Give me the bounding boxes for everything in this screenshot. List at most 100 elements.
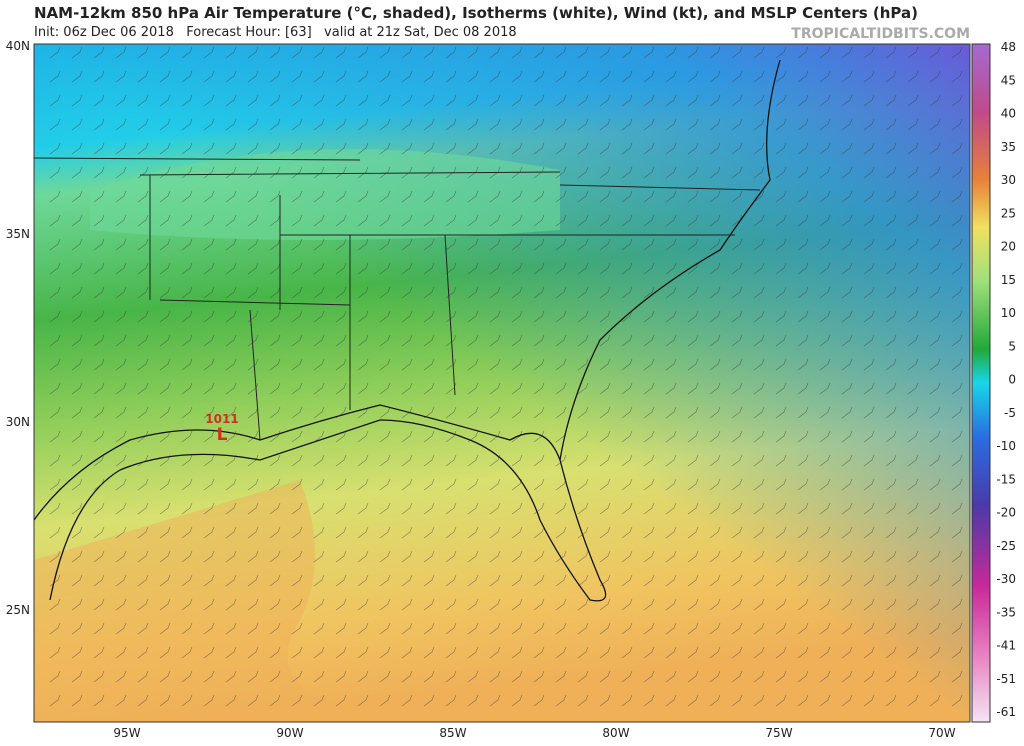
wind-barb	[775, 358, 787, 371]
wind-barb	[137, 406, 149, 419]
wind-barb	[753, 166, 765, 179]
wind-barb	[49, 670, 61, 683]
wind-barb	[577, 550, 589, 563]
wind-barb	[951, 550, 963, 563]
wind-barb	[71, 46, 83, 59]
wind-barb	[621, 142, 633, 155]
wind-barb	[511, 262, 523, 275]
wind-barb	[357, 46, 369, 59]
wind-barb	[709, 166, 721, 179]
wind-barb	[819, 454, 831, 467]
wind-barb	[709, 382, 721, 395]
wind-barb	[379, 238, 391, 251]
wind-barb	[379, 574, 391, 587]
wind-barb	[489, 190, 501, 203]
wind-barb	[357, 70, 369, 83]
wind-barb	[335, 286, 347, 299]
wind-barb	[753, 478, 765, 491]
wind-barb	[203, 214, 215, 227]
wind-barb	[467, 358, 479, 371]
wind-barb	[313, 94, 325, 107]
wind-barb	[687, 622, 699, 635]
wind-barb	[511, 694, 523, 707]
wind-barb	[797, 358, 809, 371]
wind-barb	[665, 478, 677, 491]
wind-barb	[247, 262, 259, 275]
wind-barb	[137, 622, 149, 635]
colorbar-label: 15	[1001, 273, 1016, 287]
wind-barb	[863, 238, 875, 251]
wind-barb	[709, 694, 721, 707]
wind-barb	[555, 478, 567, 491]
wind-barb	[819, 166, 831, 179]
wind-barb	[313, 358, 325, 371]
wind-barb	[863, 406, 875, 419]
wind-barb	[159, 526, 171, 539]
wind-barb	[137, 598, 149, 611]
wind-barb	[115, 358, 127, 371]
wind-barb	[863, 478, 875, 491]
colorbar-label: -10	[996, 439, 1016, 453]
wind-barb	[379, 190, 391, 203]
wind-barb	[863, 214, 875, 227]
wind-barb	[159, 598, 171, 611]
wind-barb	[467, 622, 479, 635]
wind-barb	[555, 598, 567, 611]
wind-barb	[203, 238, 215, 251]
wind-barb	[907, 454, 919, 467]
wind-barb	[885, 214, 897, 227]
wind-barb	[269, 334, 281, 347]
wind-barb	[951, 646, 963, 659]
wind-barb	[357, 502, 369, 515]
wind-barb	[687, 118, 699, 131]
wind-barb	[335, 358, 347, 371]
wind-barb	[225, 694, 237, 707]
wind-barb	[841, 406, 853, 419]
wind-barb	[841, 310, 853, 323]
wind-barb	[555, 574, 567, 587]
wind-barb	[181, 190, 193, 203]
wind-barb	[819, 214, 831, 227]
colorbar-label: 30	[1001, 173, 1016, 187]
wind-barb	[775, 142, 787, 155]
wind-barb	[203, 694, 215, 707]
wind-barb	[203, 94, 215, 107]
wind-barb	[731, 286, 743, 299]
wind-barb	[907, 142, 919, 155]
wind-barb	[511, 574, 523, 587]
wind-barb	[269, 94, 281, 107]
wind-barb	[599, 598, 611, 611]
wind-barb	[951, 478, 963, 491]
wind-barb	[863, 550, 875, 563]
wind-barb	[643, 358, 655, 371]
wind-barb	[643, 406, 655, 419]
wind-barb	[533, 550, 545, 563]
wind-barb	[775, 550, 787, 563]
wind-barb	[445, 118, 457, 131]
wind-barb	[797, 286, 809, 299]
wind-barb	[137, 118, 149, 131]
wind-barb	[335, 454, 347, 467]
wind-barb	[863, 358, 875, 371]
wind-barb	[137, 646, 149, 659]
wind-barb	[687, 70, 699, 83]
wind-barb	[709, 334, 721, 347]
lat-label: 30N	[6, 415, 30, 429]
wind-barb	[137, 454, 149, 467]
wind-barb	[599, 142, 611, 155]
wind-barb	[929, 166, 941, 179]
wind-barb	[841, 502, 853, 515]
wind-barb	[885, 238, 897, 251]
wind-barb	[709, 574, 721, 587]
wind-barb	[423, 502, 435, 515]
wind-barb	[489, 286, 501, 299]
wind-barb	[467, 430, 479, 443]
wind-barb	[731, 382, 743, 395]
wind-barb	[709, 310, 721, 323]
wind-barb	[247, 94, 259, 107]
wind-barb	[951, 574, 963, 587]
wind-barb	[181, 310, 193, 323]
wind-barb	[643, 286, 655, 299]
wind-barb	[863, 70, 875, 83]
wind-barb	[423, 430, 435, 443]
